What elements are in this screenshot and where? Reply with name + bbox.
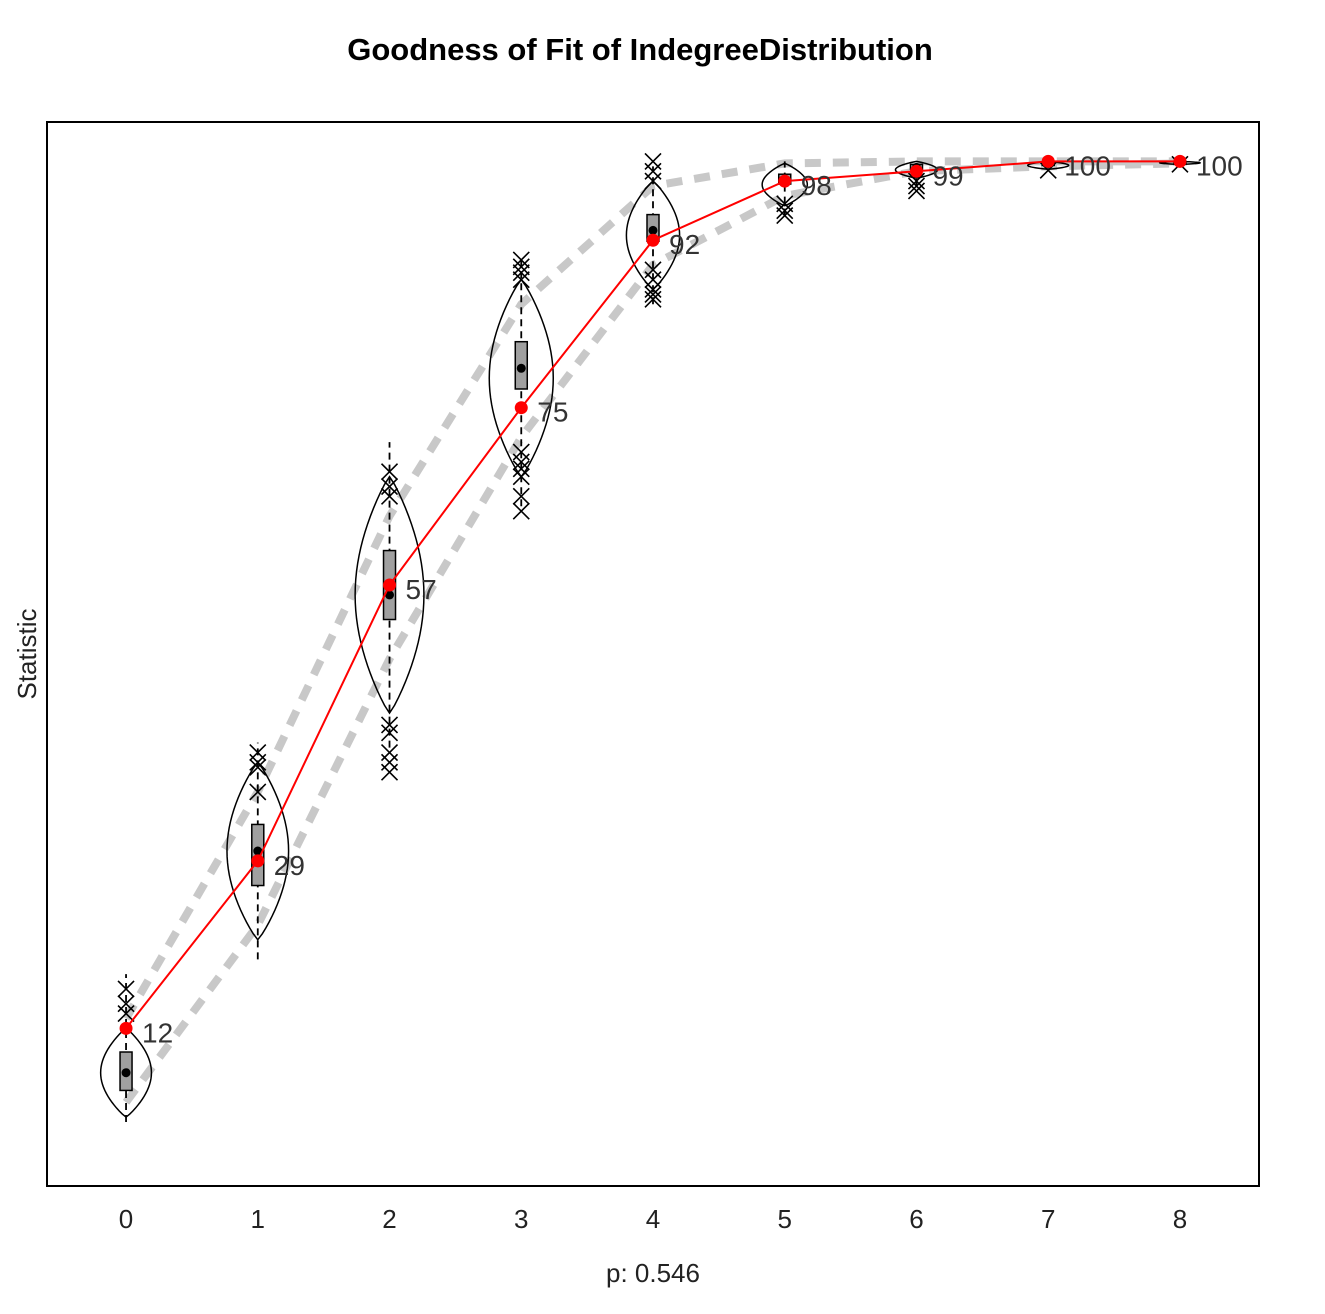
data-label-6: 99 [932, 160, 963, 191]
outlier-mark [380, 763, 399, 781]
observed-point-0 [119, 1021, 133, 1035]
outlier-mark [512, 502, 530, 520]
x-tick-7: 7 [1041, 1204, 1055, 1234]
outlier-mark [644, 162, 662, 180]
data-label-4: 92 [669, 229, 700, 260]
outlier-mark [512, 460, 530, 478]
data-label-0: 12 [142, 1017, 173, 1048]
outlier-mark [249, 758, 267, 776]
outlier-mark [512, 468, 530, 486]
band-upper-line [122, 157, 1180, 1021]
x-axis-label: p: 0.546 [606, 1258, 700, 1288]
observed-point-3 [514, 401, 528, 415]
outlier-mark [512, 251, 530, 269]
data-label-7: 100 [1064, 150, 1111, 181]
outlier-mark [512, 264, 530, 282]
x-tick-6: 6 [909, 1204, 923, 1234]
outlier-mark [380, 724, 399, 742]
observed-point-6 [909, 164, 923, 178]
observed-point-1 [251, 854, 265, 868]
chart-title: Goodness of Fit of IndegreeDistribution [347, 32, 933, 67]
data-label-2: 57 [406, 574, 437, 605]
outlier-mark [776, 202, 794, 220]
outlier-mark [644, 261, 662, 279]
outlier-mark [380, 716, 399, 734]
data-label-3: 75 [537, 397, 568, 428]
plot-frame [46, 121, 1260, 1187]
observed-point-2 [383, 578, 397, 592]
median-point [253, 846, 263, 856]
x-tick-3: 3 [514, 1204, 528, 1234]
outlier-mark [907, 177, 926, 195]
outlier-mark [380, 463, 399, 481]
median-point [385, 590, 395, 600]
median-point [121, 1068, 131, 1078]
x-tick-0: 0 [119, 1204, 133, 1234]
x-axis-ticks: 0 1 2 3 4 5 6 7 8 [119, 1204, 1187, 1234]
outlier-mark [776, 195, 794, 213]
median-point [516, 363, 526, 373]
outlier-mark [512, 487, 530, 505]
median-point [648, 225, 658, 235]
outlier-mark [380, 753, 399, 771]
outlier-mark [117, 995, 135, 1013]
observed-point-7 [1041, 154, 1055, 168]
observed-point-4 [646, 233, 660, 247]
outlier-mark [249, 783, 267, 801]
x-tick-1: 1 [251, 1204, 265, 1234]
x-tick-2: 2 [382, 1204, 396, 1234]
observed-point-8 [1173, 154, 1187, 168]
outlier-mark [644, 152, 662, 170]
outlier-mark [512, 271, 530, 289]
observed-point-5 [778, 174, 792, 188]
data-label-8: 100 [1196, 150, 1243, 181]
outlier-mark [117, 980, 135, 998]
x-tick-4: 4 [646, 1204, 660, 1234]
y-axis-label: Statistic [12, 608, 42, 699]
outlier-mark [249, 743, 267, 762]
outlier-mark [776, 207, 794, 225]
observed-series [119, 154, 1187, 1035]
outlier-mark [380, 477, 399, 496]
outlier-mark [644, 285, 662, 303]
x-tick-8: 8 [1173, 1204, 1187, 1234]
data-label-1: 29 [274, 850, 305, 881]
x-tick-5: 5 [778, 1204, 792, 1234]
data-label-5: 98 [801, 170, 832, 201]
outlier-mark [512, 258, 530, 276]
data-labels: 12 29 57 75 92 98 99 100 100 [142, 150, 1243, 1048]
outlier-mark [907, 172, 926, 190]
outlier-mark [512, 453, 530, 471]
